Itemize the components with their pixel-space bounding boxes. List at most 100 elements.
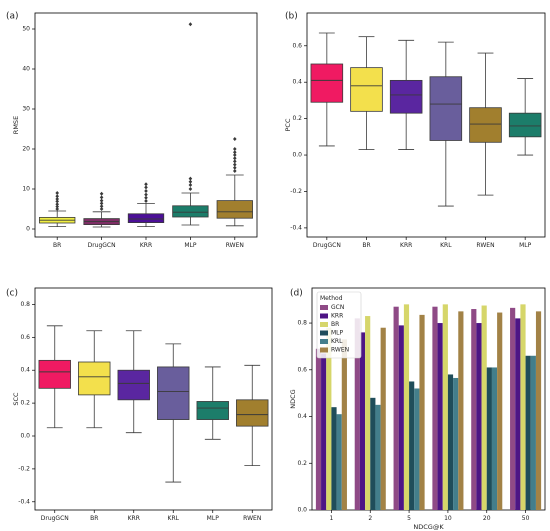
outlier-point bbox=[55, 207, 59, 211]
outlier-point bbox=[99, 195, 104, 200]
series-gcn bbox=[315, 306, 516, 510]
y-tick-label: 0.2 bbox=[297, 460, 307, 467]
legend-swatch bbox=[320, 305, 328, 310]
x-tick-label: MLP bbox=[519, 242, 532, 249]
series-krl bbox=[336, 355, 536, 510]
outlier-point bbox=[233, 159, 237, 164]
y-tick-label: 0.2 bbox=[292, 115, 302, 122]
y-tick-label: 0.2 bbox=[20, 400, 30, 407]
box-br bbox=[39, 191, 76, 228]
y-tick-label: 30 bbox=[22, 106, 30, 113]
x-tick-label: 5 bbox=[407, 515, 411, 522]
y-axis-label: SCC bbox=[12, 392, 20, 406]
legend-entry: KRR bbox=[331, 313, 343, 320]
bar bbox=[419, 314, 425, 510]
outlier-point bbox=[233, 156, 237, 161]
bar bbox=[510, 307, 516, 510]
outlier-point bbox=[99, 207, 104, 211]
outlier-point bbox=[188, 187, 193, 191]
y-tick-label: 0.0 bbox=[297, 507, 307, 514]
outlier-point bbox=[233, 165, 237, 170]
bar bbox=[398, 325, 404, 510]
outlier-point bbox=[188, 179, 193, 184]
bar bbox=[476, 323, 482, 510]
box-br bbox=[78, 330, 111, 429]
y-tick-label: 0 bbox=[26, 226, 30, 233]
legend-entry: MLP bbox=[331, 330, 344, 337]
x-tick-label: 20 bbox=[483, 515, 491, 522]
y-axis-label: NDCG bbox=[289, 389, 297, 408]
x-tick-label: DrugGCN bbox=[41, 515, 69, 522]
bar bbox=[336, 414, 342, 510]
legend-swatch bbox=[320, 330, 328, 336]
panel-c: (c) -0.4 -0.2 0.0 0.2 0.4 0.6 0.8 SCC DrugGCN BR KR… bbox=[6, 287, 273, 522]
outlier-point bbox=[99, 191, 104, 196]
panel-a: (a) 0 10 20 30 40 50 RMSE BR DrugGCN KRR MLP RWEN bbox=[6, 12, 258, 249]
bar bbox=[491, 367, 498, 510]
y-tick-label: 0.4 bbox=[20, 367, 30, 374]
box-rwen bbox=[216, 137, 253, 227]
bar bbox=[414, 388, 420, 510]
box-body bbox=[508, 112, 542, 138]
bar bbox=[432, 306, 438, 510]
box-body bbox=[236, 399, 269, 427]
bar bbox=[471, 309, 477, 510]
bar bbox=[365, 316, 371, 510]
legend-swatch bbox=[320, 339, 328, 344]
y-tick-label: 0.6 bbox=[20, 334, 30, 341]
box-rwen bbox=[469, 52, 502, 196]
box-krr bbox=[389, 39, 423, 150]
outlier-point bbox=[233, 153, 237, 157]
x-tick-label: DrugGCN bbox=[88, 242, 116, 249]
bar bbox=[375, 404, 381, 510]
bar bbox=[442, 304, 448, 510]
outlier-point bbox=[99, 201, 104, 206]
series-krr bbox=[321, 318, 521, 510]
box-body bbox=[429, 76, 463, 141]
box-krr bbox=[127, 182, 165, 228]
y-tick-label: 50 bbox=[22, 26, 30, 33]
outlier-point bbox=[55, 197, 59, 201]
y-tick-label: 0.0 bbox=[20, 433, 30, 440]
outlier-point bbox=[144, 189, 148, 193]
x-tick-label: KRR bbox=[400, 242, 412, 249]
y-tick-label: 10 bbox=[22, 186, 30, 193]
x-tick-label: 10 bbox=[444, 515, 452, 522]
y-axis-label: PCC bbox=[284, 118, 292, 131]
bar bbox=[380, 327, 386, 510]
x-tick-label: KRL bbox=[440, 242, 452, 249]
box-body bbox=[350, 67, 383, 112]
bar bbox=[515, 318, 521, 510]
x-tick-label: MLP bbox=[184, 242, 197, 249]
box-body bbox=[172, 205, 209, 218]
x-tick-label: KRL bbox=[168, 515, 180, 522]
outlier-point bbox=[233, 137, 237, 141]
y-tick-label: -0.2 bbox=[290, 188, 302, 195]
outlier-point bbox=[99, 198, 104, 203]
bar bbox=[331, 407, 337, 510]
y-tick-label: -0.4 bbox=[290, 224, 302, 231]
bar bbox=[453, 377, 459, 510]
bar bbox=[354, 318, 360, 510]
outlier-point bbox=[188, 183, 193, 187]
box-body bbox=[469, 107, 502, 143]
outlier-point bbox=[55, 191, 59, 195]
series-mlp bbox=[331, 355, 531, 510]
outlier-point bbox=[55, 194, 59, 199]
x-tick-label: KRR bbox=[128, 515, 140, 522]
bar bbox=[458, 311, 464, 510]
bar bbox=[409, 381, 415, 510]
y-tick-label: 0.0 bbox=[292, 152, 302, 159]
outlier-point bbox=[188, 22, 193, 27]
bar bbox=[447, 374, 454, 510]
x-tick-label: RWEN bbox=[226, 242, 244, 249]
x-tick-label: 50 bbox=[522, 515, 530, 522]
box-rwen bbox=[236, 364, 269, 467]
box-krl bbox=[157, 343, 190, 483]
bar bbox=[535, 311, 542, 510]
axes-frame bbox=[306, 12, 546, 238]
bar bbox=[497, 312, 503, 510]
bar bbox=[525, 355, 531, 510]
x-tick-label: 2 bbox=[368, 515, 372, 522]
bar bbox=[530, 355, 536, 510]
